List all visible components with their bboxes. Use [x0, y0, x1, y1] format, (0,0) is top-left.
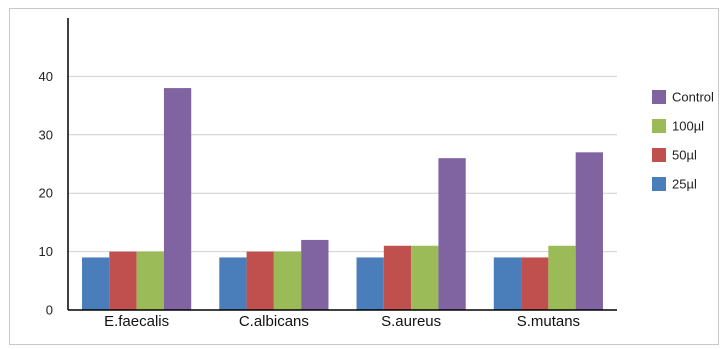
legend: Control 100µl 50µl 25µl [652, 90, 714, 192]
bar-calbicans-2 [246, 251, 274, 310]
bar-efaecalis-2 [109, 251, 137, 310]
legend-swatch [652, 119, 666, 133]
y-tick-label: 20 [39, 186, 53, 201]
bar-saureus-3 [411, 245, 439, 310]
bar-saureus-4 [438, 158, 466, 310]
legend-swatch [652, 148, 666, 162]
y-tick-label: 30 [39, 127, 53, 142]
legend-label: 50µl [672, 148, 697, 163]
bar-efaecalis-1 [82, 257, 110, 310]
bar-smutans-2 [521, 257, 549, 310]
legend-label: Control [672, 90, 714, 105]
axes [67, 18, 617, 311]
bar-smutans-3 [548, 245, 576, 310]
y-tick-labels: 0 10 20 30 40 [39, 69, 53, 318]
y-tick-label: 10 [39, 244, 53, 259]
bar-efaecalis-4 [163, 88, 192, 310]
bar-efaecalis-3 [136, 251, 164, 310]
bar-calbicans-3 [273, 251, 302, 310]
legend-swatch [652, 177, 666, 191]
bar-smutans-4 [575, 152, 603, 310]
gridlines [68, 75, 617, 253]
legend-label: 100µl [672, 119, 704, 134]
legend-swatch [652, 90, 666, 104]
legend-label: 25µl [672, 177, 697, 192]
category-label: S.mutans [517, 313, 580, 330]
category-label: S.aureus [381, 313, 441, 330]
bars [82, 88, 603, 310]
bar-saureus-1 [356, 257, 384, 310]
category-label: C.albicans [239, 313, 309, 330]
category-label: E.faecalis [104, 313, 169, 330]
chart-frame [9, 8, 719, 345]
bar-calbicans-4 [301, 239, 329, 310]
bar-saureus-2 [383, 245, 412, 310]
bar-calbicans-1 [219, 257, 247, 310]
category-labels: E.faecalis C.albicans S.aureus S.mutans [104, 313, 580, 330]
bar-smutans-1 [493, 257, 522, 310]
y-tick-label: 40 [39, 69, 53, 84]
y-tick-label: 0 [46, 303, 53, 318]
